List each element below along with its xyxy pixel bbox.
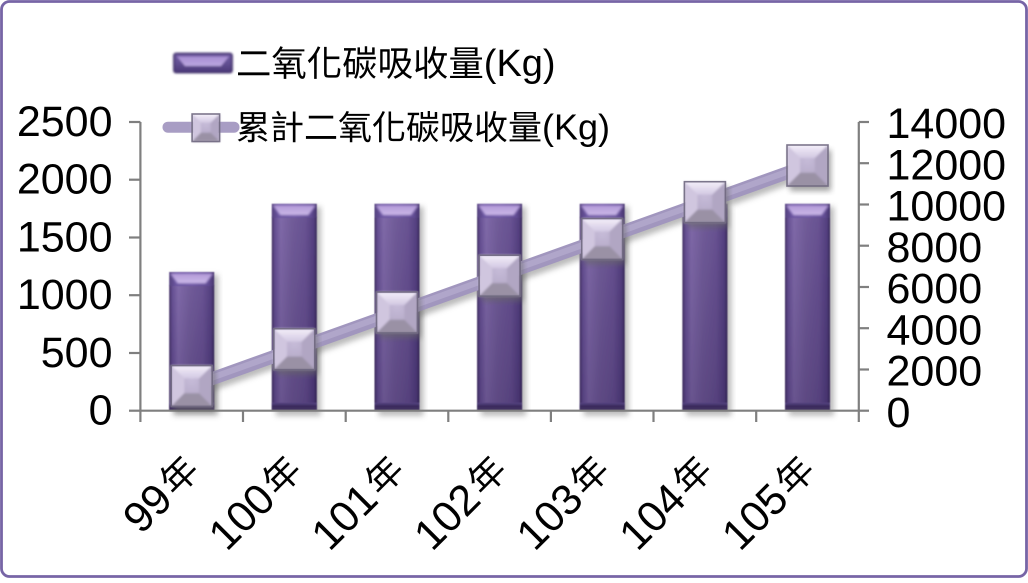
svg-text:14000: 14000: [887, 100, 1007, 148]
svg-text:2000: 2000: [17, 156, 113, 204]
svg-text:12000: 12000: [887, 141, 1007, 189]
svg-text:8000: 8000: [887, 224, 983, 272]
svg-text:0: 0: [887, 389, 911, 437]
svg-text:4000: 4000: [887, 306, 983, 354]
svg-text:1500: 1500: [17, 214, 113, 262]
svg-text:(Kg): (Kg): [484, 43, 556, 85]
svg-text:6000: 6000: [887, 265, 983, 313]
svg-text:(Kg): (Kg): [542, 107, 610, 148]
svg-text:0: 0: [89, 387, 113, 435]
svg-text:500: 500: [41, 329, 113, 377]
svg-text:10000: 10000: [887, 183, 1007, 231]
svg-text:2500: 2500: [17, 98, 113, 146]
svg-text:1000: 1000: [17, 271, 113, 319]
svg-text:2000: 2000: [887, 348, 983, 396]
